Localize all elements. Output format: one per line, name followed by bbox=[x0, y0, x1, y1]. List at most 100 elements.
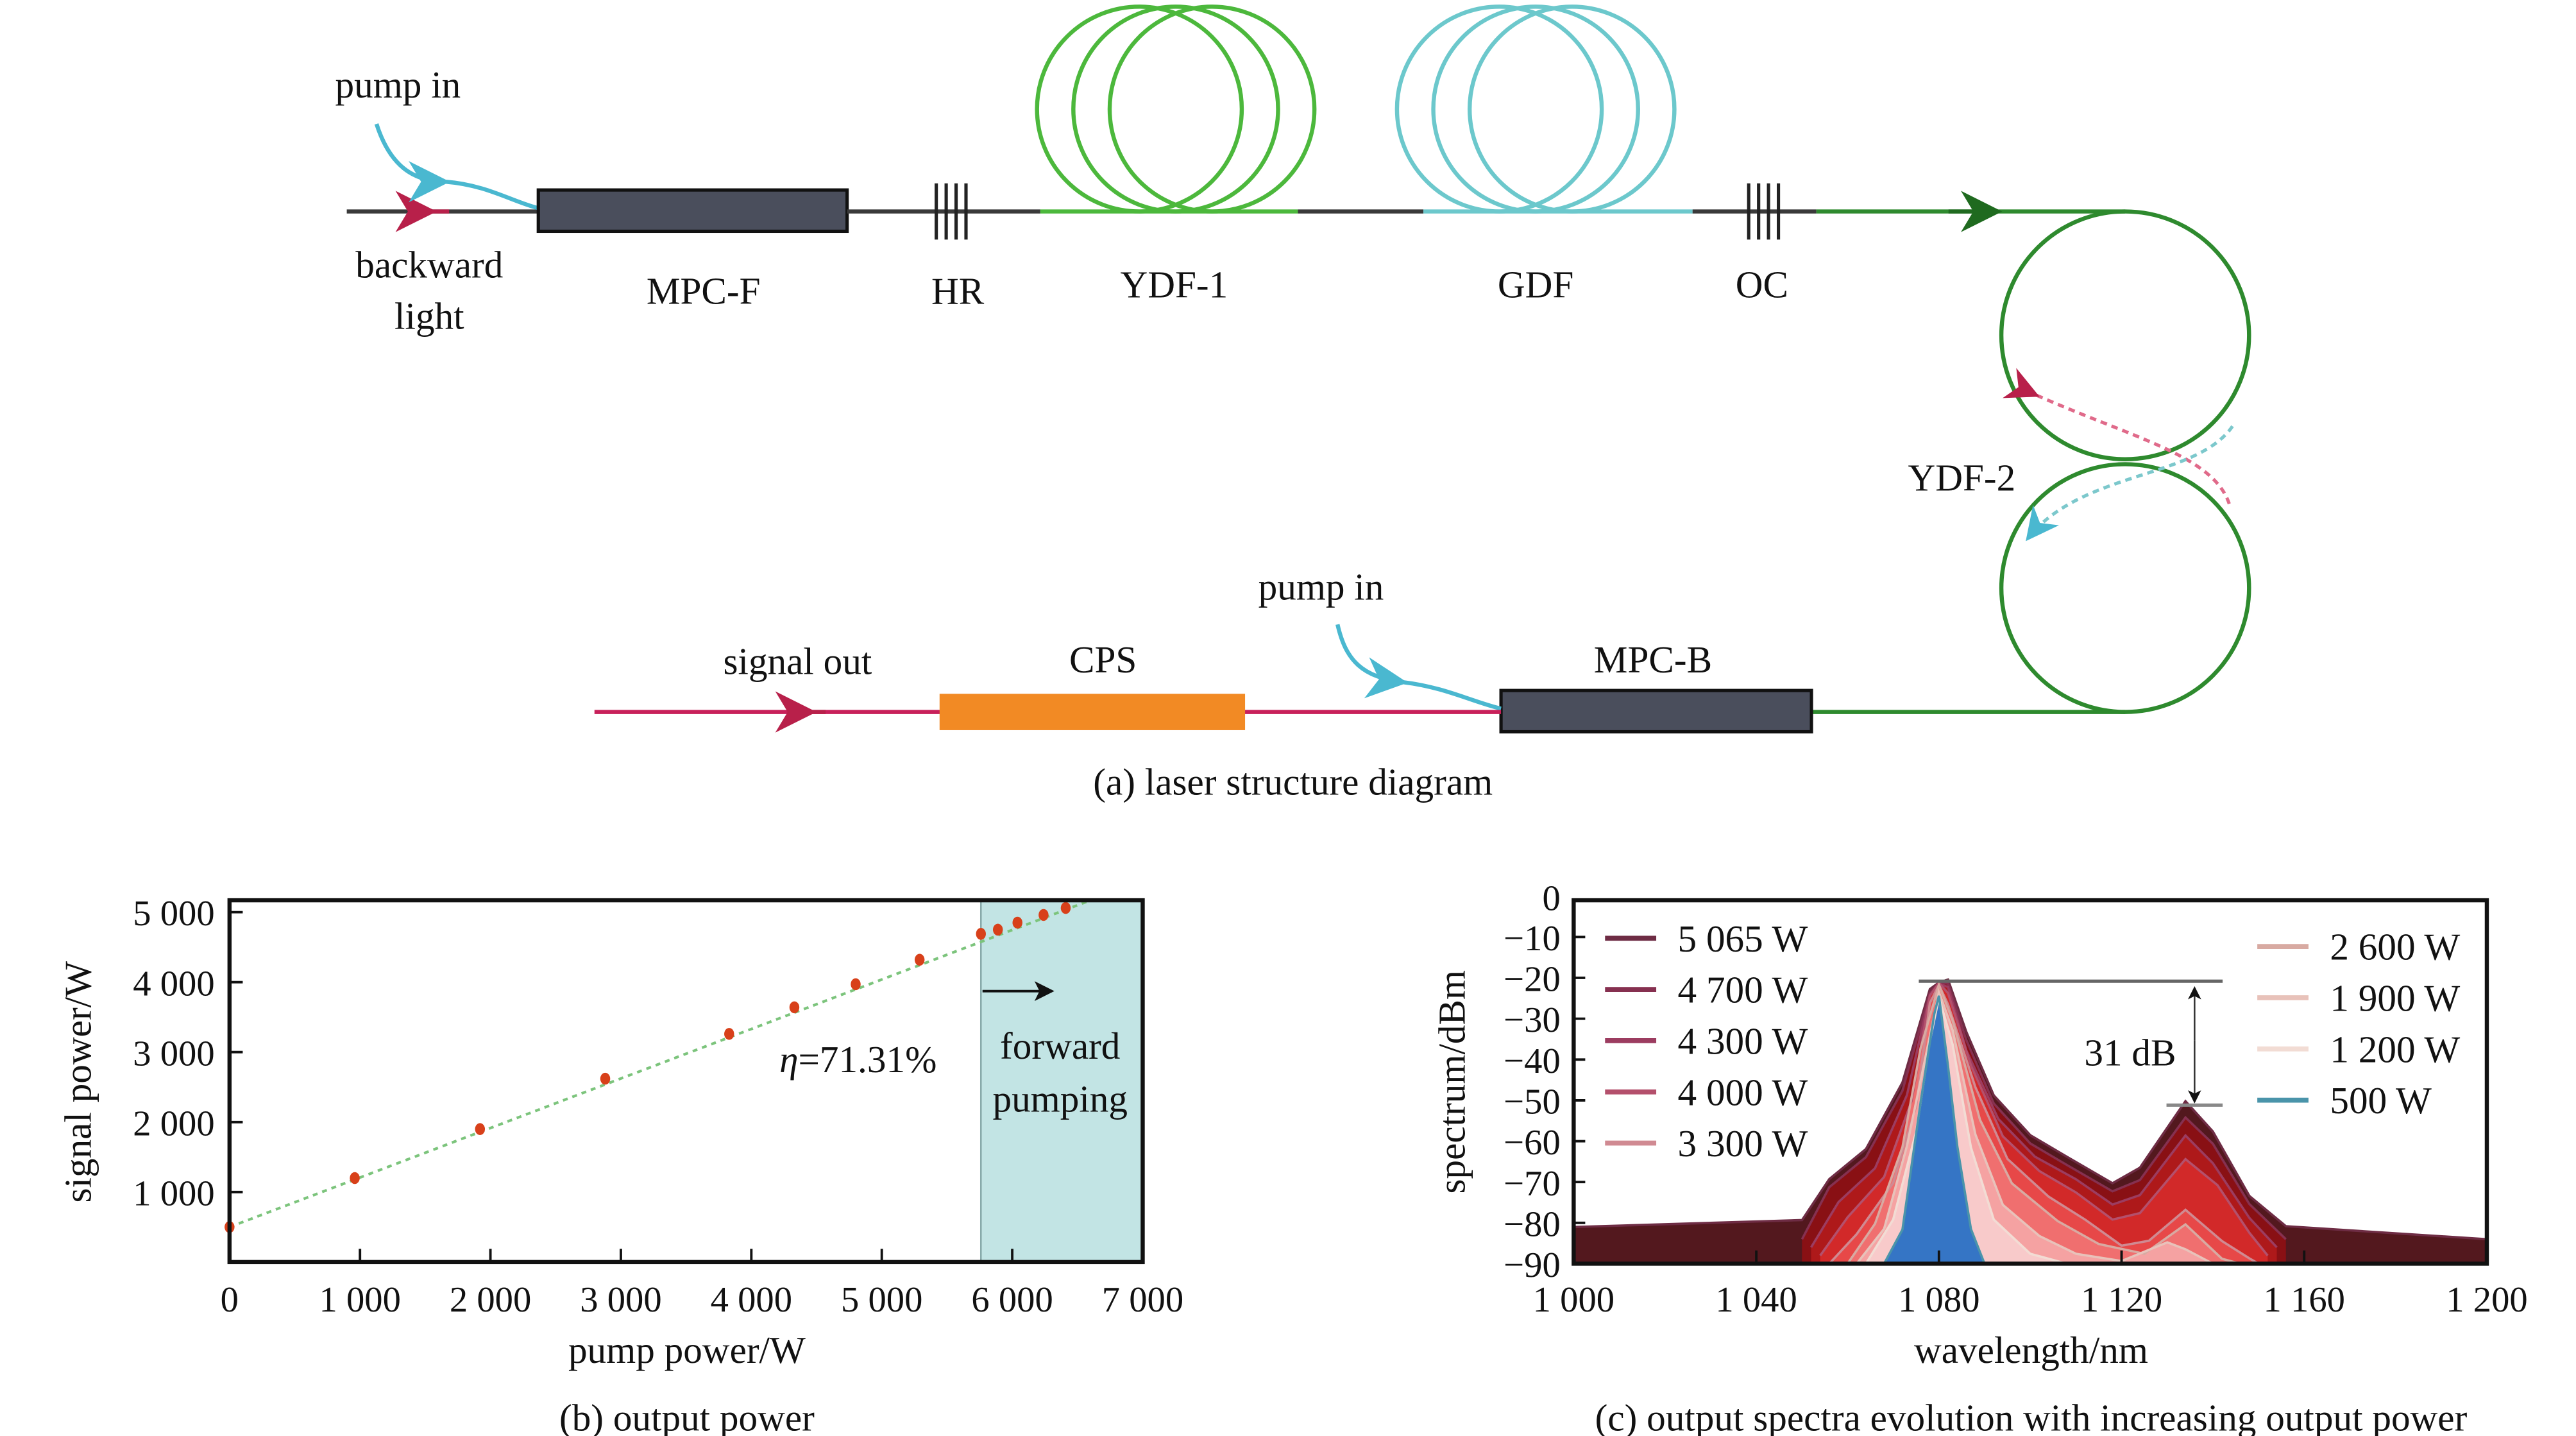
spectrum-line-7 bbox=[1865, 996, 2067, 1264]
spectrum-fill-8 bbox=[1884, 995, 1985, 1264]
mpc-f-combiner bbox=[536, 188, 849, 234]
forward-pumping-label-2: pumping bbox=[992, 1078, 1128, 1120]
output-spectra-chart: 1 000 1 040 1 080 1 120 1 160 1 200 0−10−20−30… bbox=[1430, 879, 2527, 1436]
eta-annotation: η=71.31% bbox=[779, 1038, 936, 1081]
y-tick-label: 2 000 bbox=[133, 1104, 214, 1143]
legend-label: 3 300 W bbox=[1678, 1122, 1808, 1165]
data-point bbox=[1038, 909, 1049, 921]
cps-stripper bbox=[939, 694, 1246, 730]
pump-in-arrow-forward bbox=[374, 123, 450, 203]
oc-grating-icon bbox=[1747, 183, 1781, 240]
data-point bbox=[475, 1123, 486, 1135]
spectrum-line-0 bbox=[1573, 978, 2487, 1241]
x-tick-label: 0 bbox=[221, 1280, 239, 1320]
x-tick-label: 4 000 bbox=[711, 1280, 792, 1320]
legend-label: 5 065 W bbox=[1678, 918, 1808, 960]
x-tick-label: 1 000 bbox=[319, 1280, 401, 1320]
x-tick-label: 7 000 bbox=[1102, 1280, 1183, 1320]
x-tick-label: 1 000 bbox=[1533, 1280, 1614, 1320]
pump-dashed-arc bbox=[2026, 425, 2234, 542]
data-point bbox=[851, 978, 861, 991]
ydf-1-label: YDF-1 bbox=[1120, 263, 1228, 305]
mpc-f-label: MPC-F bbox=[647, 270, 761, 312]
pump-in-arrow-backward bbox=[1335, 624, 1408, 699]
data-point bbox=[350, 1172, 360, 1184]
legend-label: 2 600 W bbox=[2330, 926, 2460, 968]
y-tick-label: 1 000 bbox=[133, 1174, 214, 1213]
difference-annotation: 31 dB bbox=[2084, 1032, 2176, 1074]
x-tick-label: 1 040 bbox=[1715, 1280, 1797, 1320]
mpc-b-combiner bbox=[1499, 688, 1813, 734]
ydf-2-coil bbox=[1999, 209, 2251, 714]
hr-grating-icon bbox=[935, 183, 968, 240]
signal-out-label: signal out bbox=[723, 640, 872, 682]
x-tick-label: 1 080 bbox=[1898, 1280, 1979, 1320]
forward-pumping-label-1: forward bbox=[1000, 1025, 1120, 1067]
x-tick-label: 5 000 bbox=[841, 1280, 922, 1320]
legend-label: 1 900 W bbox=[2330, 977, 2460, 1020]
x-tick-label: 2 000 bbox=[450, 1280, 531, 1320]
gdf-label: GDF bbox=[1498, 263, 1573, 305]
spectrum-line-4 bbox=[1828, 982, 2260, 1264]
data-point bbox=[724, 1028, 734, 1040]
plot-frame bbox=[1572, 898, 2489, 1266]
x-tick-label: 1 120 bbox=[2081, 1280, 2162, 1320]
x-tick-label: 3 000 bbox=[580, 1280, 661, 1320]
y-tick-label: −10 bbox=[1504, 919, 1561, 959]
backward-light-label-2: light bbox=[394, 295, 464, 337]
data-point bbox=[1012, 916, 1022, 929]
spectrum-line-2 bbox=[1810, 982, 2278, 1249]
y-tick-label: 5 000 bbox=[133, 894, 214, 934]
y-axis-label: signal power/W bbox=[57, 961, 99, 1203]
pump-fiber-backward bbox=[1403, 680, 1502, 711]
data-point bbox=[976, 928, 986, 940]
pump-in-label-1: pump in bbox=[335, 64, 461, 106]
y-tick-label: −30 bbox=[1504, 1000, 1561, 1040]
y-tick-label: −80 bbox=[1504, 1204, 1561, 1244]
y-tick-label: −70 bbox=[1504, 1164, 1561, 1204]
backward-light-label-1: backward bbox=[355, 244, 503, 286]
data-point bbox=[789, 1001, 800, 1014]
cps-label: CPS bbox=[1069, 638, 1137, 681]
oc-label: OC bbox=[1736, 263, 1788, 305]
diagram-caption: (a) laser structure diagram bbox=[1093, 760, 1493, 803]
chart-caption: (c) output spectra evolution with increa… bbox=[1595, 1396, 2468, 1436]
y-tick-label: −20 bbox=[1504, 960, 1561, 1000]
y-tick-label: −90 bbox=[1504, 1245, 1561, 1285]
spectrum-line-1 bbox=[1801, 981, 2287, 1240]
legend-label: 1 200 W bbox=[2330, 1028, 2460, 1070]
x-axis-label: pump power/W bbox=[568, 1329, 806, 1371]
x-tick-label: 6 000 bbox=[971, 1280, 1053, 1320]
y-tick-label: −50 bbox=[1504, 1082, 1561, 1122]
y-axis-label: spectrum/dBm bbox=[1430, 970, 1473, 1194]
x-tick-label: 1 160 bbox=[2264, 1280, 2345, 1320]
spectrum-line-8 bbox=[1883, 995, 1986, 1264]
data-point bbox=[600, 1072, 611, 1085]
pump-in-label-2: pump in bbox=[1258, 566, 1384, 608]
y-tick-label: 3 000 bbox=[133, 1034, 214, 1073]
spectrum-line-3 bbox=[1819, 980, 2269, 1256]
legend-label: 4 300 W bbox=[1678, 1020, 1808, 1062]
gdf-coil bbox=[1394, 4, 1677, 214]
pump-fiber-forward bbox=[445, 180, 539, 210]
plot-frame bbox=[227, 898, 1145, 1265]
x-tick-label: 1 200 bbox=[2446, 1280, 2527, 1320]
y-tick-label: 4 000 bbox=[133, 964, 214, 1004]
spectrum-line-5 bbox=[1846, 981, 2241, 1264]
data-point bbox=[1060, 902, 1071, 914]
laser-structure-diagram: pump in backward light MPC-F HR YDF-1 GD… bbox=[335, 4, 2251, 803]
legend-label: 4 700 W bbox=[1678, 969, 1808, 1011]
spectrum-line-6 bbox=[1856, 987, 2214, 1264]
data-point bbox=[914, 953, 925, 966]
legend-label: 500 W bbox=[2330, 1079, 2432, 1122]
data-point bbox=[992, 923, 1003, 936]
y-tick-label: −60 bbox=[1504, 1123, 1561, 1163]
y-tick-label: −40 bbox=[1504, 1041, 1561, 1081]
legend-label: 4 000 W bbox=[1678, 1071, 1808, 1113]
ydf-1-coil bbox=[1035, 4, 1317, 214]
chart-caption: (b) output power bbox=[559, 1396, 815, 1436]
hr-label: HR bbox=[931, 270, 985, 312]
linear-fit-line bbox=[229, 899, 1091, 1229]
ydf-2-label: YDF-2 bbox=[1908, 457, 2015, 499]
